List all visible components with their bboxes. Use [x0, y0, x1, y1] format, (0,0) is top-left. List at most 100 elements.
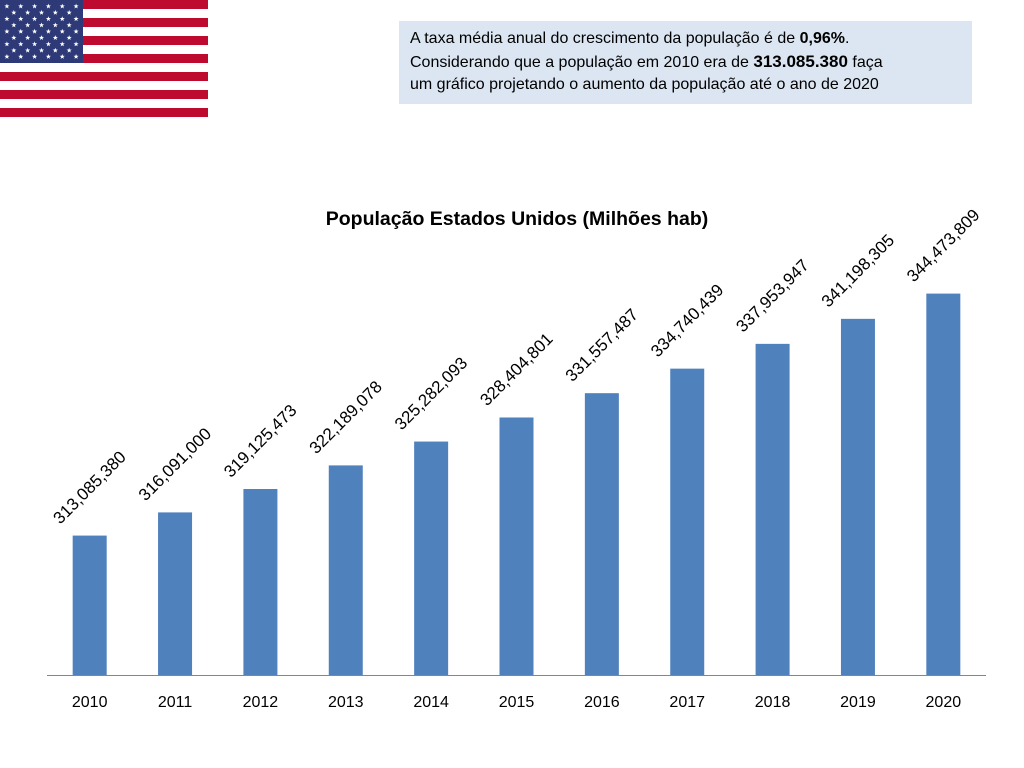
- flag-stripe: [0, 72, 208, 82]
- data-label: 337,953,947: [732, 256, 812, 336]
- flag-star: [45, 3, 51, 9]
- bar-2012: [243, 489, 278, 675]
- initial-population-value: 313.085.380: [753, 52, 848, 71]
- flag-star: [4, 54, 10, 59]
- bar-2014: [414, 441, 449, 675]
- flag-star: [66, 22, 72, 28]
- flag-stripe: [0, 99, 208, 109]
- problem-text: A taxa média anual do crescimento da pop…: [410, 30, 800, 47]
- flag-star: [4, 28, 10, 34]
- problem-text: Considerando que a população em 2010 era…: [410, 54, 754, 71]
- flag-star: [59, 28, 65, 34]
- flag-star: [18, 41, 24, 47]
- flag-star: [52, 9, 58, 15]
- data-label: 331,557,487: [562, 305, 642, 385]
- flag-stripe: [0, 18, 208, 28]
- flag-star: [66, 35, 72, 40]
- flag-star: [45, 16, 51, 22]
- flag-star: [4, 16, 10, 22]
- flag-star: [66, 47, 72, 53]
- flag-star: [32, 28, 38, 34]
- bar-2017: [670, 368, 705, 675]
- x-tick-label: 2013: [328, 694, 364, 711]
- flag-star: [38, 9, 45, 15]
- flag-star: [25, 35, 31, 40]
- flag-star: [59, 3, 65, 9]
- problem-line-3: um gráfico projetando o aumento da popul…: [410, 73, 964, 96]
- flag-star: [66, 9, 72, 15]
- data-label: 341,198,305: [818, 231, 898, 311]
- x-tick-label: 2012: [243, 694, 279, 711]
- bar-2016: [584, 393, 619, 675]
- flag-star: [73, 41, 79, 47]
- flag-star: [45, 54, 51, 59]
- flag-stripe: [0, 0, 208, 10]
- flag-stripe: [0, 108, 208, 117]
- flag-star: [11, 9, 17, 15]
- flag-star: [52, 22, 58, 28]
- data-label: 344,473,809: [903, 205, 983, 285]
- flag-star: [4, 41, 10, 47]
- flag-star: [45, 28, 51, 34]
- flag-canton: [0, 0, 83, 63]
- data-label: 328,404,801: [476, 329, 556, 409]
- flag-star: [4, 3, 10, 9]
- x-tick-labels: 2010 2011 2012 2013 2014 2015 2016 2017 2018 2019…: [72, 694, 961, 711]
- problem-text: faça: [847, 54, 883, 71]
- flag-star: [59, 16, 65, 22]
- flag-stripe: [0, 45, 208, 55]
- flag-star: [25, 9, 31, 15]
- bar-2020: [926, 293, 961, 675]
- problem-text: um gráfico projetando o aumento da popul…: [410, 76, 879, 93]
- flag-star: [11, 22, 17, 28]
- problem-line-1: A taxa média anual do crescimento da pop…: [410, 27, 964, 50]
- x-tick-label: 2018: [755, 694, 791, 711]
- flag-star: [52, 35, 58, 40]
- flag-star: [18, 3, 24, 9]
- flag-star: [73, 3, 79, 9]
- data-label: 313,085,380: [50, 447, 130, 527]
- data-label: 319,125,473: [220, 401, 300, 481]
- x-tick-label: 2020: [926, 694, 962, 711]
- bar-2015: [499, 417, 534, 675]
- x-tick-label: 2016: [584, 694, 620, 711]
- bar-2010: [72, 535, 107, 675]
- flag-star: [38, 22, 45, 28]
- bar-2011: [158, 512, 193, 675]
- flag-star: [25, 22, 31, 28]
- flag-star: [32, 16, 38, 22]
- problem-statement-box: A taxa média anual do crescimento da pop…: [399, 21, 972, 104]
- flag-stripe: [0, 36, 208, 46]
- flag-stripe: [0, 9, 208, 19]
- flag-star: [18, 16, 24, 22]
- data-label: 322,189,078: [306, 377, 386, 457]
- problem-text: .: [844, 30, 850, 47]
- flag-star: [45, 41, 51, 47]
- growth-rate-value: 0,96%: [799, 30, 845, 47]
- data-label: 316,091,000: [135, 424, 215, 504]
- flag-star: [59, 41, 65, 47]
- flag-star: [73, 54, 79, 59]
- x-tick-label: 2010: [72, 694, 108, 711]
- x-tick-label: 2017: [669, 694, 705, 711]
- flag-star: [52, 47, 58, 53]
- flag-stripe: [0, 63, 208, 73]
- flag-stripe: [0, 54, 208, 64]
- flag-star: [59, 54, 65, 59]
- flag-star: [32, 41, 38, 47]
- bar-2018: [755, 343, 790, 675]
- bar-2013: [328, 465, 363, 675]
- x-tick-label: 2011: [158, 694, 193, 711]
- bar-2019: [840, 318, 875, 675]
- flag-star: [38, 35, 45, 40]
- flag-star: [32, 54, 38, 59]
- flag-star: [32, 3, 38, 9]
- flag-star: [11, 35, 17, 40]
- us-flag-icon: [0, 0, 208, 117]
- flag-star: [18, 28, 24, 34]
- flag-star: [38, 47, 45, 53]
- x-tick-label: 2019: [840, 694, 876, 711]
- flag-stripe: [0, 27, 208, 37]
